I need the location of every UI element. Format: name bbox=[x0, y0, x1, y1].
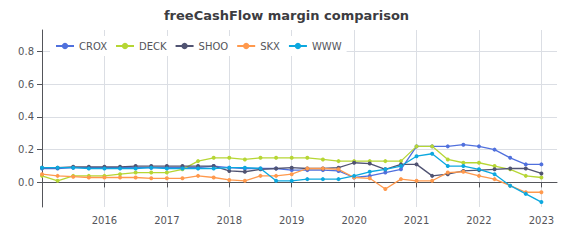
svg-text:2020: 2020 bbox=[341, 215, 366, 226]
svg-text:0.8: 0.8 bbox=[18, 46, 34, 57]
svg-text:2019: 2019 bbox=[279, 215, 304, 226]
svg-text:2018: 2018 bbox=[217, 215, 242, 226]
svg-text:2022: 2022 bbox=[466, 215, 491, 226]
svg-text:WWW: WWW bbox=[312, 41, 342, 52]
svg-text:CROX: CROX bbox=[79, 41, 107, 52]
svg-text:2017: 2017 bbox=[154, 215, 179, 226]
svg-text:0.0: 0.0 bbox=[18, 177, 34, 188]
svg-text:2023: 2023 bbox=[529, 215, 554, 226]
svg-text:0.4: 0.4 bbox=[18, 111, 34, 122]
svg-text:2016: 2016 bbox=[92, 215, 117, 226]
svg-text:DECK: DECK bbox=[139, 41, 167, 52]
svg-text:0.6: 0.6 bbox=[18, 79, 34, 90]
svg-text:freeCashFlow margin comparison: freeCashFlow margin comparison bbox=[164, 8, 409, 23]
svg-text:SHOO: SHOO bbox=[199, 41, 229, 52]
svg-text:2021: 2021 bbox=[404, 215, 429, 226]
svg-text:0.2: 0.2 bbox=[18, 144, 34, 155]
svg-text:SKX: SKX bbox=[260, 41, 280, 52]
